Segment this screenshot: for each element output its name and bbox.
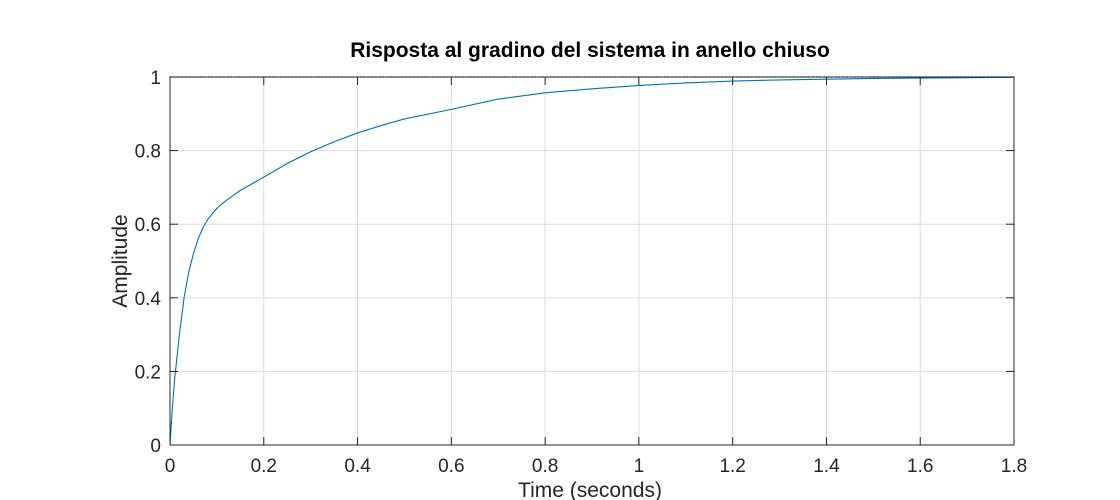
y-tick-label: 1	[150, 68, 161, 89]
axes-box	[169, 76, 1015, 446]
y-tick-label: 0.6	[135, 215, 161, 236]
y-tick-label: 0.8	[135, 142, 161, 163]
tick-marks	[169, 76, 1015, 446]
plot-background	[170, 77, 1014, 445]
x-tick-labels: 0 0.2 0.4 0.6 0.8 1 1.2 1.4 1.6 1.8	[165, 456, 1028, 477]
grid-lines	[170, 77, 1014, 445]
x-tick-label: 1.6	[907, 456, 933, 477]
y-tick-label: 0	[150, 436, 161, 457]
x-axis-label: Time (seconds)	[518, 479, 662, 500]
x-tick-label: 0.2	[251, 456, 277, 477]
x-tick-label: 0.6	[438, 456, 464, 477]
x-tick-label: 0.8	[532, 456, 558, 477]
y-tick-label: 0.2	[135, 362, 161, 383]
y-axis-label: Amplitude	[109, 214, 132, 307]
x-tick-label: 0.4	[344, 456, 371, 477]
x-tick-label: 1.8	[1001, 456, 1027, 477]
y-tick-labels: 0 0.2 0.4 0.6 0.8 1	[135, 68, 162, 457]
step-response-line	[169, 76, 1015, 446]
x-tick-label: 1.4	[813, 456, 840, 477]
x-tick-label: 1.2	[719, 456, 745, 477]
x-tick-label: 0	[165, 456, 176, 477]
x-tick-label: 1	[634, 456, 645, 477]
y-tick-label: 0.4	[135, 289, 162, 310]
chart-title: Risposta al gradino del sistema in anell…	[350, 39, 830, 62]
